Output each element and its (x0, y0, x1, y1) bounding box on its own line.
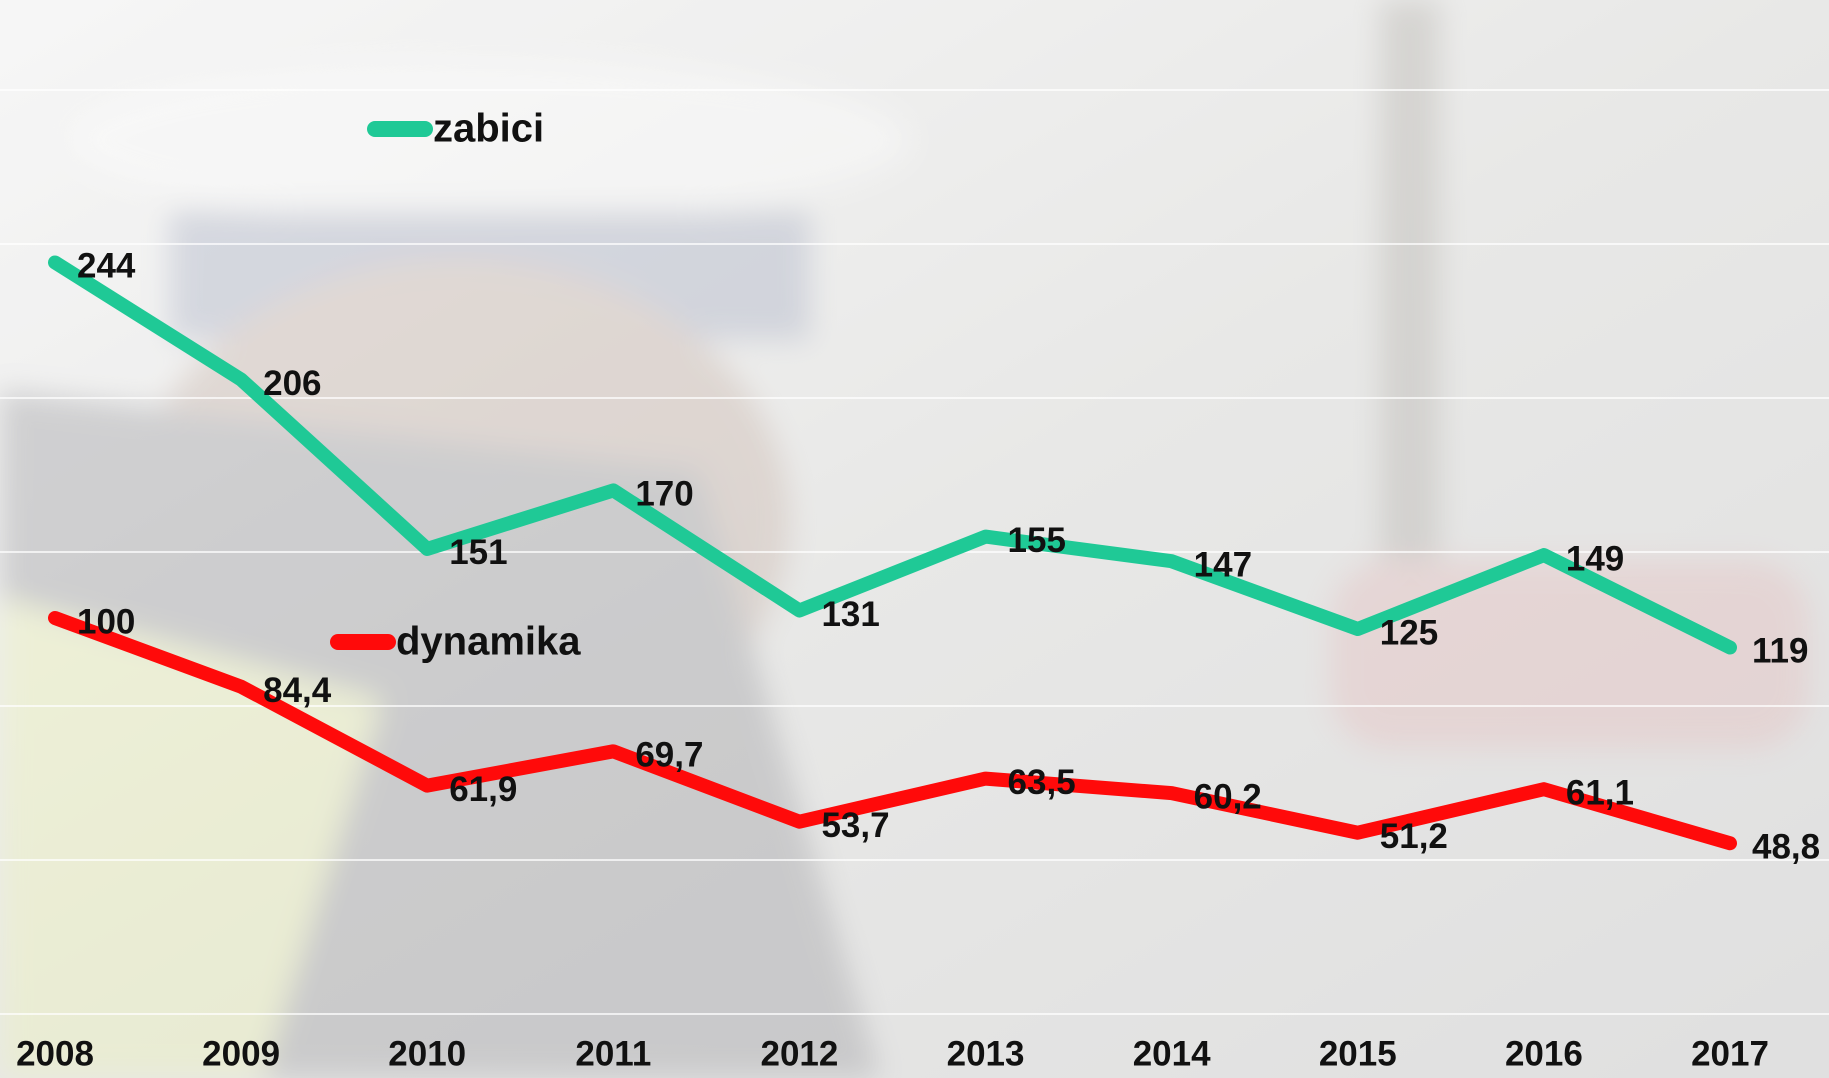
x-tick-label: 2012 (761, 1034, 839, 1073)
data-label: 61,9 (449, 770, 517, 809)
data-label: 151 (449, 533, 507, 572)
x-tick-label: 2014 (1133, 1034, 1211, 1073)
data-label: 131 (821, 595, 879, 634)
data-label: 100 (77, 602, 135, 641)
data-label: 61,1 (1566, 773, 1634, 812)
data-label: 149 (1566, 539, 1624, 578)
overlay (0, 0, 1829, 1078)
x-tick-label: 2015 (1319, 1034, 1397, 1073)
data-label: 48,8 (1752, 828, 1820, 867)
data-label: 244 (77, 247, 136, 286)
chart: 2008 2009 2010 2011 2012 2013 2014 2015 2016 2017… (0, 0, 1829, 1078)
x-tick-label: 2008 (16, 1034, 94, 1073)
x-tick-label: 2016 (1505, 1034, 1583, 1073)
data-label: 125 (1380, 613, 1438, 652)
data-label: 206 (263, 364, 321, 403)
data-label: 119 (1752, 632, 1808, 671)
x-tick-label: 2011 (575, 1034, 651, 1073)
data-label: 170 (635, 475, 693, 514)
x-tick-label: 2009 (202, 1034, 280, 1073)
legend-label: zabici (433, 107, 544, 151)
data-label: 63,5 (1008, 763, 1076, 802)
legend-label: dynamika (396, 620, 581, 664)
x-tick-label: 2010 (388, 1034, 466, 1073)
data-label: 84,4 (263, 671, 332, 710)
x-tick-label: 2017 (1691, 1034, 1769, 1073)
data-label: 60,2 (1194, 777, 1262, 816)
data-label: 51,2 (1380, 817, 1448, 856)
data-label: 155 (1008, 521, 1066, 560)
data-label: 147 (1194, 545, 1252, 584)
data-label: 53,7 (821, 806, 889, 845)
x-tick-label: 2013 (947, 1034, 1025, 1073)
data-label: 69,7 (635, 736, 703, 775)
